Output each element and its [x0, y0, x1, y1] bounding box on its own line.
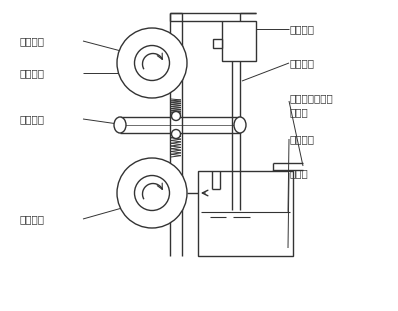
Bar — [213, 39, 222, 48]
Circle shape — [117, 28, 187, 98]
Text: 动轮叶轮: 动轮叶轮 — [20, 68, 45, 78]
Text: 压力空气: 压力空气 — [290, 134, 315, 144]
Text: 进油管道: 进油管道 — [290, 58, 315, 68]
Bar — [222, 21, 256, 61]
Text: 接压力空气调节
比例阀: 接压力空气调节 比例阀 — [290, 93, 334, 117]
Bar — [198, 171, 293, 256]
Text: 定轮叶轮: 定轮叶轮 — [20, 36, 45, 46]
Circle shape — [172, 129, 181, 138]
Ellipse shape — [114, 117, 126, 133]
Text: 热交换器: 热交换器 — [290, 24, 315, 34]
Circle shape — [117, 158, 187, 228]
Circle shape — [172, 112, 181, 120]
Text: 回油管路: 回油管路 — [20, 214, 45, 224]
Text: 储油笜: 储油笜 — [290, 168, 309, 178]
Circle shape — [135, 175, 170, 211]
Text: 连传动轴: 连传动轴 — [20, 114, 45, 124]
Circle shape — [135, 45, 170, 81]
Ellipse shape — [234, 117, 246, 133]
